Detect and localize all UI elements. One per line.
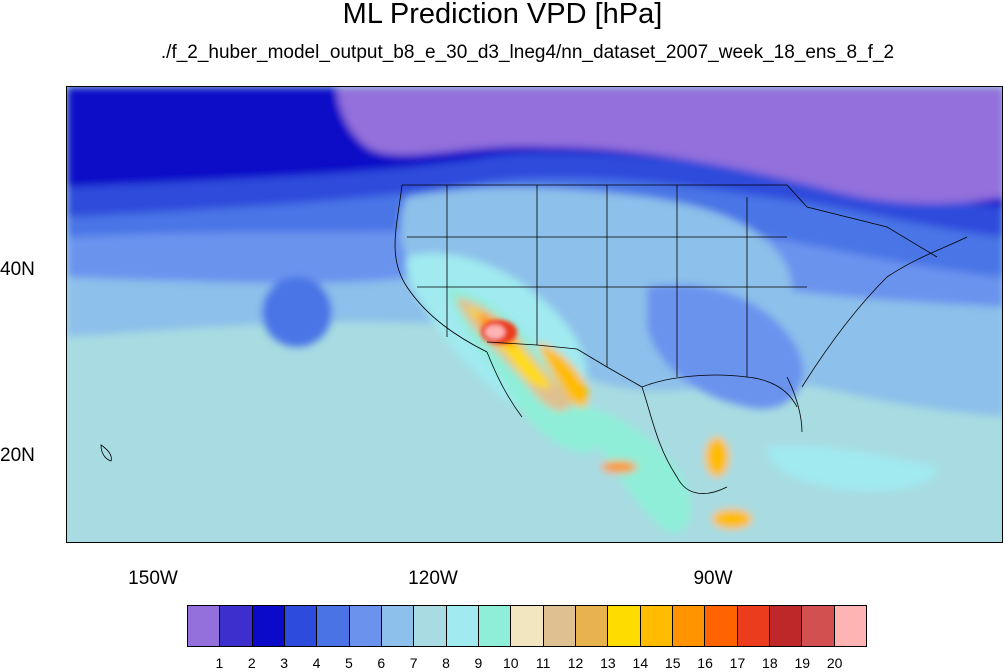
colorbar-tick-label: 20 [826,655,843,671]
colorbar-swatch [414,606,447,646]
hotspot-core [481,320,517,344]
lon-label-90w: 90W [693,568,733,589]
colorbar-swatch [672,606,706,646]
colorbar-tick-label: 16 [697,655,713,671]
colorbar-tick-label: 12 [567,655,584,671]
colorbar-swatch [737,606,770,646]
colorbar-swatch [705,606,738,646]
band-8-south [67,455,1002,542]
colorbar-swatch [349,606,382,646]
colorbar-tick-label: 5 [344,655,353,671]
colorbar-tick-label: 18 [762,655,778,671]
mexico-plateau [537,342,589,407]
hawaii [100,444,112,462]
colorbar-tick-label: 13 [600,655,616,671]
colorbar [187,605,867,647]
us-canada-border [402,184,938,258]
lon-label-150w: 150W [128,568,178,589]
us-east-coast [801,236,968,388]
colorbar-tick-label: 14 [632,655,649,671]
central-am-hot [712,509,752,529]
colorbar-swatch [608,606,641,646]
colorbar-swatch [802,606,835,646]
us-west-coast [394,184,488,353]
colorbar-swatch [575,606,609,646]
map-title: ML Prediction VPD [hPa] [342,0,663,30]
colorbar-swatch [188,606,221,646]
colorbar-swatch [381,606,415,646]
colorbar-swatch [446,606,479,646]
colorbar-tick-label: 7 [409,655,418,671]
colorbar-tick-label: 15 [664,655,681,671]
colorbar-swatch [511,606,544,646]
colorbar-labels: 1 2 3 4 5 6 7 8 9 10 11 12 13 14 15 16 17 18 19 20 [0,655,1005,671]
pacific-mex-hot [601,461,637,473]
colorbar-swatch [478,606,512,646]
colorbar-tick-label: 3 [280,655,289,671]
colorbar-tick-label: 19 [794,655,811,671]
band-1-north [337,87,1002,204]
yucatan-hot [705,437,729,477]
colorbar-tick-label: 2 [247,655,256,671]
colorbar-tick-label: 4 [312,655,321,671]
colorbar-swatch [640,606,673,646]
colorbar-tick-label: 6 [377,655,386,671]
colorbar-swatch [284,606,318,646]
lon-label-120w: 120W [408,568,458,589]
baja-coast [486,351,523,418]
map-subtitle: ./f_2_huber_model_output_b8_e_30_d3_lneg… [160,42,895,63]
colorbar-swatch [543,606,576,646]
colorbar-swatch [834,606,866,646]
mexico-interior [587,407,691,533]
colorbar-tick-label: 17 [729,655,746,671]
hotspot-20 [485,325,505,339]
low-bay [262,277,332,347]
colorbar-tick-label: 8 [442,655,450,671]
colorbar-tick-label: 11 [535,655,551,671]
us-mexico-border [486,341,643,388]
colorbar-swatch [220,606,253,646]
vpd-map [66,86,1003,543]
lat-label-40n: 40N [0,259,35,280]
caribbean-low [767,446,937,491]
political-boundaries [100,184,968,494]
colorbar-swatch [769,606,803,646]
lat-label-20n: 20N [0,445,35,466]
colorbar-tick-label: 9 [474,655,483,671]
vpd-field [67,87,1002,542]
land-east [647,284,804,409]
mexico-gulf-coast [641,386,728,494]
florida [786,376,803,433]
colorbar-swatch [252,606,285,646]
colorbar-swatch [317,606,350,646]
colorbar-tick-label: 10 [503,655,519,671]
colorbar-tick-label: 1 [215,655,224,671]
